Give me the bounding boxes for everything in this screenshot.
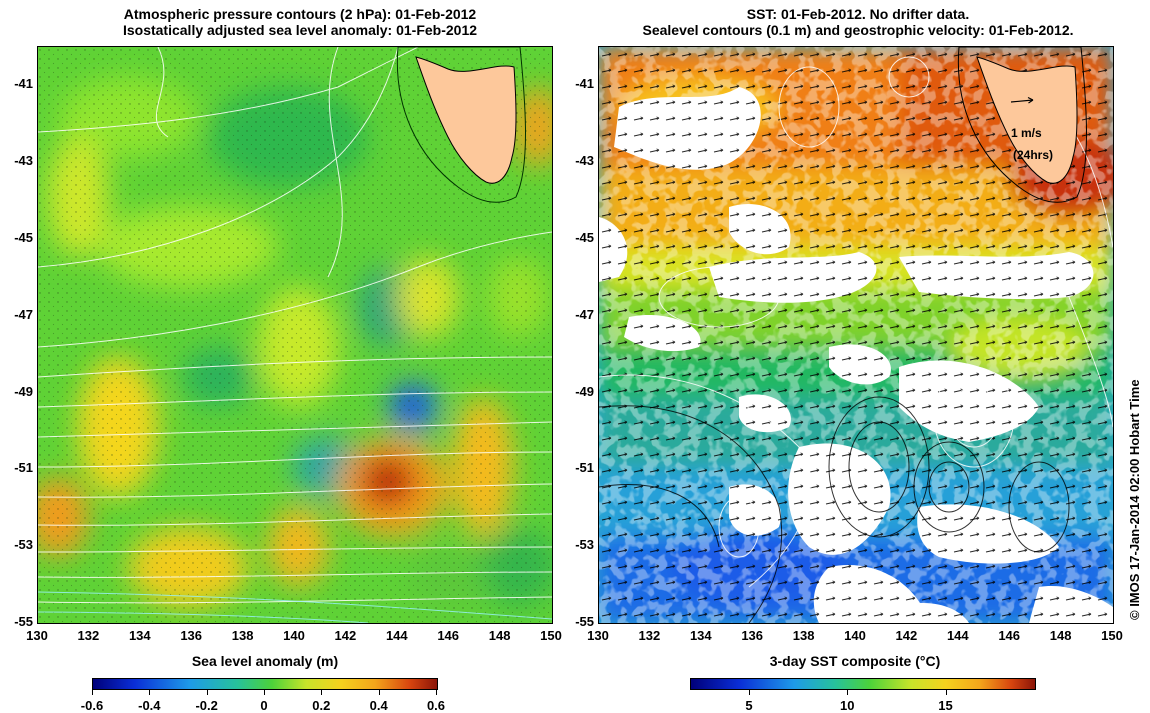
- left-title-line2: Isostatically adjusted sea level anomaly…: [122, 22, 478, 38]
- left-x-tick: 132: [77, 628, 100, 643]
- right-x-tick: 132: [638, 628, 661, 643]
- left-panel-colorbar-tick: -0.2: [195, 698, 218, 713]
- sealevel-contours-black: [599, 396, 1070, 623]
- left-x-tick: 138: [231, 628, 254, 643]
- left-x-tick: 136: [180, 628, 203, 643]
- right-panel-title: SST: 01-Feb-2012. No drifter data. Seale…: [598, 6, 1118, 38]
- scale-arrow-speed: 1 m/s: [1011, 126, 1042, 140]
- left-x-tick: 146: [437, 628, 460, 643]
- scale-arrow-duration: (24hrs): [1013, 148, 1053, 162]
- colorbar-tick-mark: [847, 690, 848, 695]
- right-panel-colorbar-tick: 5: [745, 698, 753, 713]
- right-y-tick: -55: [575, 614, 594, 629]
- left-y-tick: -41: [14, 76, 33, 92]
- copyright-notice: © IMOS 17-Jan-2014 02:00 Hobart Time: [1127, 379, 1142, 620]
- right-panel-colorbar-tick: 15: [938, 698, 953, 713]
- right-x-tick: 130: [587, 628, 609, 643]
- left-x-tick: 148: [488, 628, 511, 643]
- left-x-tick: 142: [334, 628, 357, 643]
- colorbar-tick-mark: [92, 690, 93, 695]
- left-x-tick: 130: [26, 628, 48, 643]
- left-y-tick: -45: [14, 230, 33, 245]
- sla-colorbar: [92, 678, 438, 690]
- left-y-tick: -47: [14, 306, 33, 322]
- colorbar-tick-mark: [264, 690, 265, 695]
- right-title-line1: SST: 01-Feb-2012. No drifter data.: [746, 6, 970, 22]
- right-y-tick: -53: [575, 537, 594, 553]
- sea-level-anomaly-map[interactable]: [37, 46, 553, 624]
- left-y-tick: -51: [14, 460, 33, 476]
- right-y-tick: -51: [575, 460, 594, 476]
- left-title-line1: Atmospheric pressure contours (2 hPa): 0…: [123, 6, 477, 22]
- left-y-tick: -43: [14, 153, 33, 169]
- right-title-line2: Sealevel contours (0.1 m) and geostrophi…: [642, 22, 1074, 38]
- left-x-tick: 140: [283, 628, 305, 643]
- colorbar-tick-mark: [321, 690, 322, 695]
- sst-map-svg: 1 m/s (24hrs): [599, 47, 1113, 623]
- low-pressure-contours: [38, 591, 552, 623]
- right-x-tick: 146: [998, 628, 1021, 643]
- pressure-contours: [38, 47, 552, 604]
- right-y-tick: -41: [575, 76, 594, 92]
- left-panel-colorbar-tick: 0.4: [369, 698, 388, 713]
- tasmania-landmass: [396, 47, 526, 203]
- tasmania-landmass-sst: [957, 47, 1087, 203]
- colorbar-tick-mark: [379, 690, 380, 695]
- sla-colorbar-label: Sea level anomaly (m): [191, 653, 339, 669]
- right-x-tick: 136: [741, 628, 764, 643]
- left-x-tick: 144: [385, 628, 408, 643]
- right-x-tick: 138: [792, 628, 815, 643]
- sst-map[interactable]: 1 m/s (24hrs): [598, 46, 1114, 624]
- left-panel-title: Atmospheric pressure contours (2 hPa): 0…: [40, 6, 560, 38]
- left-panel-colorbar-tick: 0: [260, 698, 268, 713]
- left-panel-colorbar-tick: 0.2: [312, 698, 331, 713]
- colorbar-tick-mark: [149, 690, 150, 695]
- left-y-tick: -49: [14, 383, 33, 399]
- sealevel-contours-white: [599, 56, 1113, 588]
- sst-colorbar-label: 3-day SST composite (°C): [769, 653, 941, 669]
- right-x-tick: 140: [844, 628, 866, 643]
- right-x-tick: 142: [895, 628, 918, 643]
- right-y-tick: -47: [575, 306, 594, 322]
- colorbar-tick-mark: [207, 690, 208, 695]
- colorbar-tick-mark: [436, 690, 437, 695]
- right-x-tick: 150: [1101, 628, 1123, 643]
- left-y-tick: -53: [14, 537, 33, 553]
- right-x-tick: 144: [946, 628, 969, 643]
- right-panel-colorbar-tick: 10: [840, 698, 855, 713]
- left-panel-colorbar-tick: 0.6: [426, 698, 446, 713]
- sst-colorbar: [690, 678, 1036, 690]
- right-x-tick: 148: [1049, 628, 1072, 643]
- left-y-tick: -55: [14, 614, 33, 629]
- left-x-tick: 134: [128, 628, 151, 643]
- right-y-tick: -43: [575, 153, 594, 169]
- right-y-tick: -45: [575, 230, 594, 245]
- left-x-tick: 150: [540, 628, 562, 643]
- sla-map-svg: [38, 47, 552, 623]
- colorbar-tick-mark: [946, 690, 947, 695]
- right-x-tick: 134: [689, 628, 712, 643]
- scale-arrow: 1 m/s (24hrs): [1010, 97, 1053, 162]
- left-panel-colorbar-tick: -0.6: [80, 698, 104, 713]
- colorbar-tick-mark: [749, 690, 750, 695]
- right-y-tick: -49: [575, 383, 594, 399]
- left-panel-colorbar-tick: -0.4: [138, 698, 161, 713]
